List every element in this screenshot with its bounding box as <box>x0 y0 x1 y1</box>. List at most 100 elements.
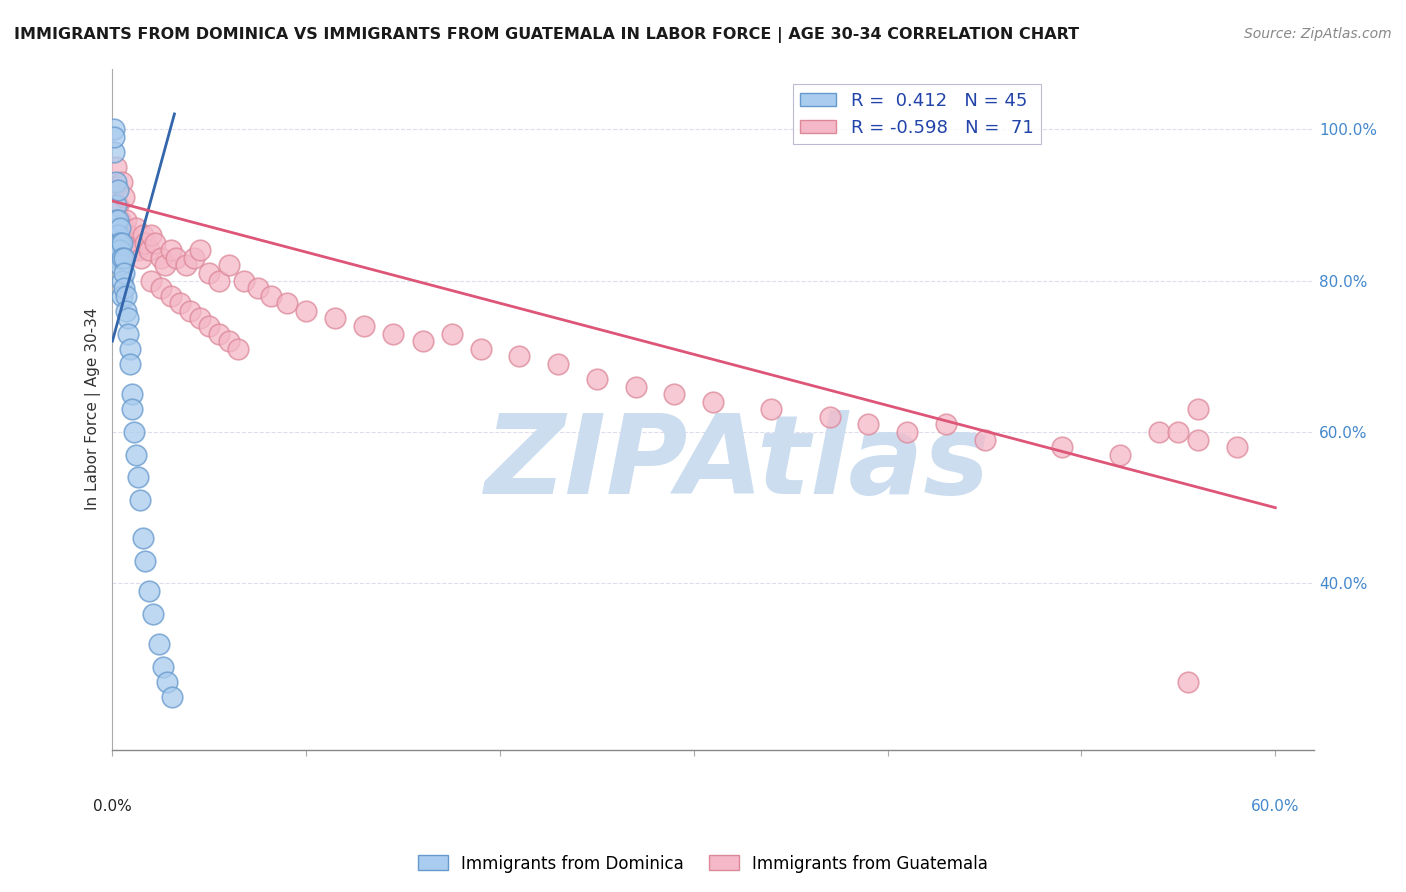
Point <box>702 394 724 409</box>
Point <box>179 303 201 318</box>
Point <box>149 281 172 295</box>
Point <box>111 251 134 265</box>
Point <box>105 220 128 235</box>
Point <box>105 228 128 243</box>
Point <box>141 273 163 287</box>
Point <box>142 607 165 621</box>
Point <box>156 674 179 689</box>
Point <box>127 244 149 258</box>
Point <box>141 228 163 243</box>
Point <box>105 160 128 174</box>
Point <box>111 288 134 302</box>
Text: 60.0%: 60.0% <box>1251 799 1299 814</box>
Point <box>152 659 174 673</box>
Point <box>115 213 138 227</box>
Point <box>183 251 205 265</box>
Point <box>1187 433 1209 447</box>
Point <box>108 235 131 250</box>
Point <box>208 273 231 287</box>
Point <box>111 235 134 250</box>
Point <box>124 220 146 235</box>
Point <box>132 531 155 545</box>
Point <box>198 318 221 333</box>
Point <box>295 303 318 318</box>
Point <box>276 296 298 310</box>
Point <box>1147 425 1170 439</box>
Point <box>121 402 143 417</box>
Point <box>1225 440 1247 454</box>
Point <box>858 417 880 432</box>
Point <box>165 251 187 265</box>
Point <box>112 266 135 280</box>
Point <box>105 198 128 212</box>
Point <box>105 213 128 227</box>
Point <box>108 244 131 258</box>
Point <box>153 259 176 273</box>
Point <box>128 493 150 508</box>
Point <box>103 183 125 197</box>
Point <box>664 387 686 401</box>
Y-axis label: In Labor Force | Age 30-34: In Labor Force | Age 30-34 <box>86 308 101 510</box>
Point <box>1109 448 1132 462</box>
Text: ZIPAtlas: ZIPAtlas <box>485 410 990 517</box>
Point <box>246 281 269 295</box>
Point <box>162 690 184 704</box>
Point <box>117 326 139 341</box>
Point <box>107 183 129 197</box>
Point <box>121 244 143 258</box>
Point <box>159 288 181 302</box>
Point <box>134 554 156 568</box>
Point <box>218 334 240 348</box>
Point <box>935 417 957 432</box>
Point <box>111 175 134 189</box>
Point <box>547 357 569 371</box>
Point <box>382 326 405 341</box>
Point <box>103 129 125 144</box>
Point <box>107 244 129 258</box>
Point <box>131 251 153 265</box>
Text: IMMIGRANTS FROM DOMINICA VS IMMIGRANTS FROM GUATEMALA IN LABOR FORCE | AGE 30-34: IMMIGRANTS FROM DOMINICA VS IMMIGRANTS F… <box>14 27 1080 43</box>
Point <box>118 235 141 250</box>
Point <box>107 235 129 250</box>
Point <box>143 235 166 250</box>
Point <box>107 251 129 265</box>
Point <box>761 402 783 417</box>
Point <box>218 259 240 273</box>
Point <box>208 326 231 341</box>
Point <box>107 198 129 212</box>
Point <box>122 425 145 439</box>
Point <box>1187 402 1209 417</box>
Point <box>896 425 918 439</box>
Point <box>198 266 221 280</box>
Point <box>108 213 131 227</box>
Point <box>149 251 172 265</box>
Point <box>1167 425 1189 439</box>
Point <box>138 244 160 258</box>
Text: Source: ZipAtlas.com: Source: ZipAtlas.com <box>1244 27 1392 41</box>
Point <box>134 235 156 250</box>
Point <box>233 273 256 287</box>
Point <box>412 334 434 348</box>
Point <box>108 220 131 235</box>
Point <box>1177 674 1199 689</box>
Point <box>108 259 131 273</box>
Legend: R =  0.412   N = 45, R = -0.598   N =  71: R = 0.412 N = 45, R = -0.598 N = 71 <box>793 85 1040 144</box>
Point <box>624 379 647 393</box>
Point <box>159 244 181 258</box>
Point <box>148 637 170 651</box>
Point <box>127 470 149 484</box>
Point <box>188 311 211 326</box>
Point <box>112 251 135 265</box>
Point <box>107 228 129 243</box>
Point <box>117 311 139 326</box>
Point <box>111 273 134 287</box>
Point <box>586 372 609 386</box>
Point <box>188 244 211 258</box>
Point <box>105 175 128 189</box>
Point <box>323 311 346 326</box>
Text: 0.0%: 0.0% <box>93 799 132 814</box>
Point <box>973 433 995 447</box>
Point <box>118 357 141 371</box>
Legend: Immigrants from Dominica, Immigrants from Guatemala: Immigrants from Dominica, Immigrants fro… <box>411 848 995 880</box>
Point <box>228 342 250 356</box>
